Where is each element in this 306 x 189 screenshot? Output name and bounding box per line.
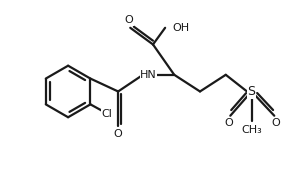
- Text: O: O: [114, 129, 122, 139]
- Text: S: S: [248, 85, 256, 98]
- Text: O: O: [124, 15, 133, 25]
- Text: O: O: [224, 118, 233, 128]
- Text: HN: HN: [140, 70, 157, 80]
- Text: CH₃: CH₃: [241, 125, 262, 135]
- Text: O: O: [271, 118, 280, 128]
- Text: OH: OH: [173, 23, 190, 33]
- Text: Cl: Cl: [102, 109, 113, 119]
